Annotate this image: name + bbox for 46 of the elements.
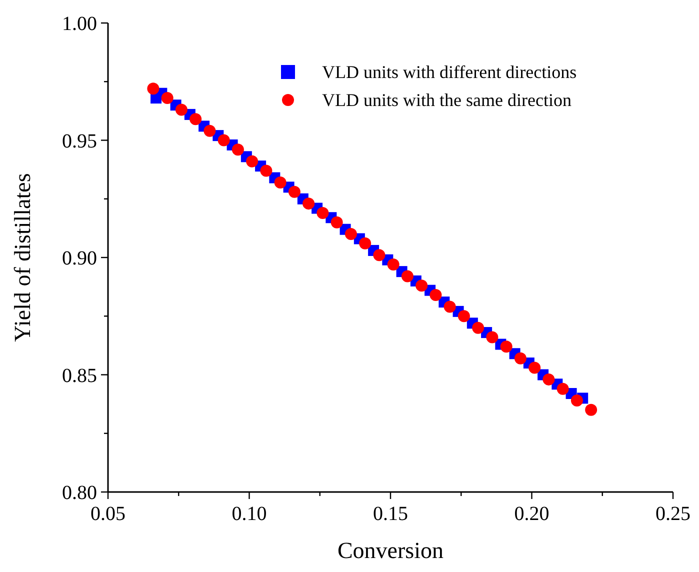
point xyxy=(161,92,174,104)
y-tick-label: 0.85 xyxy=(62,364,97,387)
point xyxy=(556,382,569,395)
point xyxy=(387,258,400,271)
x-tick-label: 0.10 xyxy=(232,503,267,525)
x-tick-label: 0.25 xyxy=(656,503,690,525)
point xyxy=(570,394,583,407)
point xyxy=(260,164,272,177)
point xyxy=(316,206,329,219)
point xyxy=(302,198,315,210)
point xyxy=(359,237,372,250)
x-tick-label: 0.05 xyxy=(90,503,126,525)
point xyxy=(246,155,258,168)
point xyxy=(472,322,484,334)
point xyxy=(232,144,244,156)
x-tick-label: 0.15 xyxy=(373,503,408,525)
point xyxy=(458,310,470,322)
x-axis-title: Conversion xyxy=(337,538,444,563)
point xyxy=(444,300,456,313)
point xyxy=(288,186,300,198)
point xyxy=(373,249,386,262)
point xyxy=(401,270,414,282)
point xyxy=(486,331,498,344)
y-axis-title: Yield of distillates xyxy=(10,173,35,342)
point xyxy=(218,134,230,146)
point xyxy=(528,362,541,374)
point xyxy=(344,228,357,240)
y-tick-label: 1.00 xyxy=(62,13,97,35)
legend-label: VLD units with different directions xyxy=(322,62,577,82)
point xyxy=(204,124,216,137)
point xyxy=(585,404,598,416)
legend-label: VLD units with the same direction xyxy=(322,90,572,110)
point xyxy=(190,113,202,126)
point xyxy=(274,176,286,188)
point xyxy=(500,340,512,353)
y-tick-label: 0.90 xyxy=(62,248,97,270)
point xyxy=(514,352,526,364)
point xyxy=(430,289,442,302)
point xyxy=(147,82,160,95)
point xyxy=(330,216,343,228)
point xyxy=(175,104,188,116)
point xyxy=(416,280,428,292)
x-tick-label: 0.20 xyxy=(514,503,550,525)
y-tick-label: 0.95 xyxy=(62,130,97,152)
y-tick-label: 0.80 xyxy=(62,482,97,504)
point xyxy=(542,373,555,386)
